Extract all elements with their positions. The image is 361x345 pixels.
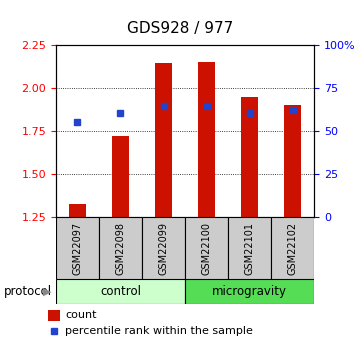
Text: GDS928 / 977: GDS928 / 977	[127, 21, 234, 36]
Bar	[48, 310, 60, 321]
Bar	[185, 217, 228, 279]
Bar	[284, 105, 301, 217]
Bar	[155, 63, 172, 217]
Bar	[185, 279, 314, 304]
Text: ▶: ▶	[43, 287, 51, 296]
Text: GSM22102: GSM22102	[288, 222, 297, 275]
Text: control: control	[100, 285, 141, 298]
Bar	[56, 217, 99, 279]
Bar	[241, 97, 258, 217]
Bar	[112, 136, 129, 217]
Bar	[271, 217, 314, 279]
Text: GSM22100: GSM22100	[201, 222, 212, 275]
Text: GSM22099: GSM22099	[158, 222, 169, 275]
Bar	[142, 217, 185, 279]
Bar	[99, 217, 142, 279]
Text: GSM22101: GSM22101	[244, 222, 255, 275]
Bar	[198, 62, 215, 217]
Text: percentile rank within the sample: percentile rank within the sample	[65, 326, 253, 336]
Text: GSM22098: GSM22098	[116, 222, 126, 275]
Text: GSM22097: GSM22097	[73, 222, 82, 275]
Text: microgravity: microgravity	[212, 285, 287, 298]
Bar	[56, 279, 185, 304]
Bar	[228, 217, 271, 279]
Text: protocol: protocol	[4, 285, 52, 298]
Text: count: count	[65, 310, 97, 321]
Bar	[69, 204, 86, 217]
